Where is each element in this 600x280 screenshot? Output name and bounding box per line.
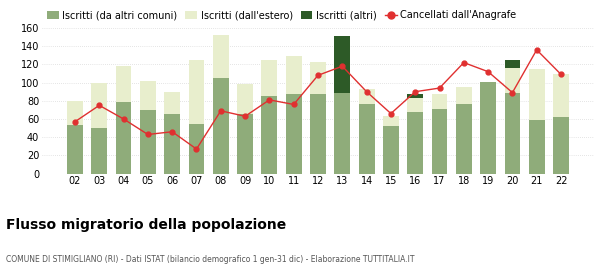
- Bar: [407, 94, 423, 98]
- Bar: [262, 96, 277, 174]
- Bar: [140, 110, 156, 174]
- Bar: [213, 35, 229, 78]
- Bar: [407, 112, 423, 174]
- Bar: [553, 74, 569, 117]
- Bar: [116, 102, 131, 174]
- Bar: [383, 126, 399, 174]
- Bar: [67, 125, 83, 174]
- Bar: [456, 104, 472, 174]
- Bar: [431, 109, 448, 174]
- Bar: [456, 87, 472, 104]
- Bar: [237, 115, 253, 174]
- Bar: [67, 101, 83, 125]
- Bar: [334, 93, 350, 174]
- Bar: [188, 60, 205, 123]
- Bar: [529, 69, 545, 120]
- Bar: [91, 128, 107, 174]
- Bar: [91, 83, 107, 128]
- Bar: [480, 82, 496, 174]
- Bar: [553, 117, 569, 174]
- Bar: [529, 120, 545, 174]
- Bar: [164, 92, 180, 115]
- Bar: [286, 56, 302, 94]
- Bar: [213, 78, 229, 174]
- Bar: [164, 115, 180, 174]
- Bar: [262, 60, 277, 96]
- Text: COMUNE DI STIMIGLIANO (RI) - Dati ISTAT (bilancio demografico 1 gen-31 dic) - El: COMUNE DI STIMIGLIANO (RI) - Dati ISTAT …: [6, 255, 415, 264]
- Bar: [505, 60, 520, 68]
- Text: Flusso migratorio della popolazione: Flusso migratorio della popolazione: [6, 218, 286, 232]
- Bar: [310, 62, 326, 94]
- Bar: [237, 85, 253, 115]
- Bar: [407, 98, 423, 112]
- Bar: [505, 93, 520, 174]
- Legend: Iscritti (da altri comuni), Iscritti (dall'estero), Iscritti (altri), Cancellati: Iscritti (da altri comuni), Iscritti (da…: [47, 10, 517, 20]
- Bar: [140, 81, 156, 110]
- Bar: [505, 68, 520, 93]
- Bar: [383, 116, 399, 126]
- Bar: [359, 104, 374, 174]
- Bar: [310, 94, 326, 174]
- Bar: [334, 36, 350, 93]
- Bar: [359, 89, 374, 104]
- Bar: [286, 94, 302, 174]
- Bar: [116, 66, 131, 102]
- Bar: [431, 94, 448, 109]
- Bar: [188, 123, 205, 174]
